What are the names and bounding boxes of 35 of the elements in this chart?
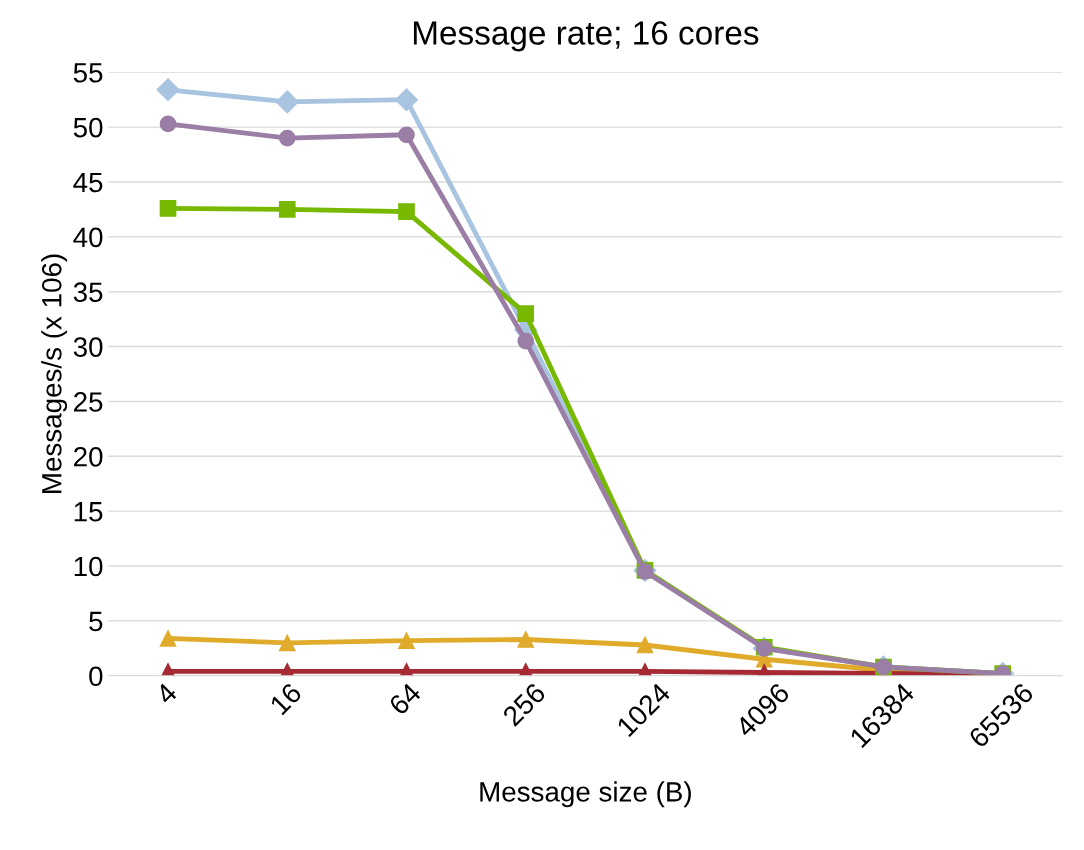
x-tick-label: 16 <box>269 681 303 716</box>
point <box>517 631 535 648</box>
x-axis-title: Message size (B) <box>480 781 691 808</box>
point <box>278 201 296 218</box>
y-tick-label: 0 <box>89 666 103 687</box>
y-tick-label: 5 <box>89 611 103 632</box>
point <box>398 632 415 649</box>
y-tick-label: 10 <box>74 556 103 577</box>
y-tick-label: 55 <box>73 63 103 83</box>
point <box>159 115 177 133</box>
y-tick-label: 35 <box>73 282 103 303</box>
point <box>398 126 415 144</box>
y-tick-label: 30 <box>73 337 103 357</box>
y-tick-label: 40 <box>73 227 103 248</box>
point <box>517 332 535 350</box>
x-tick-label: 64 <box>387 681 423 716</box>
point <box>278 634 296 652</box>
y-axis-title: Messages/s (x 106) <box>41 254 68 493</box>
y-tick-label: 20 <box>74 446 103 467</box>
point <box>636 636 654 654</box>
point <box>156 78 180 102</box>
y-tick-label: 25 <box>74 392 103 412</box>
chart-title: Message rate; 16 cores <box>413 21 759 52</box>
point <box>398 203 415 220</box>
y-tick-label: 45 <box>73 172 103 193</box>
y-tick-label: 15 <box>74 502 103 522</box>
point <box>159 630 177 647</box>
x-tick-label: 4 <box>154 681 178 706</box>
y-tick-label: 50 <box>73 117 103 138</box>
point <box>275 90 299 114</box>
point <box>159 199 177 217</box>
point <box>395 88 418 112</box>
point <box>278 129 296 147</box>
point <box>517 305 535 322</box>
x-tick-label: 256 <box>501 681 547 727</box>
